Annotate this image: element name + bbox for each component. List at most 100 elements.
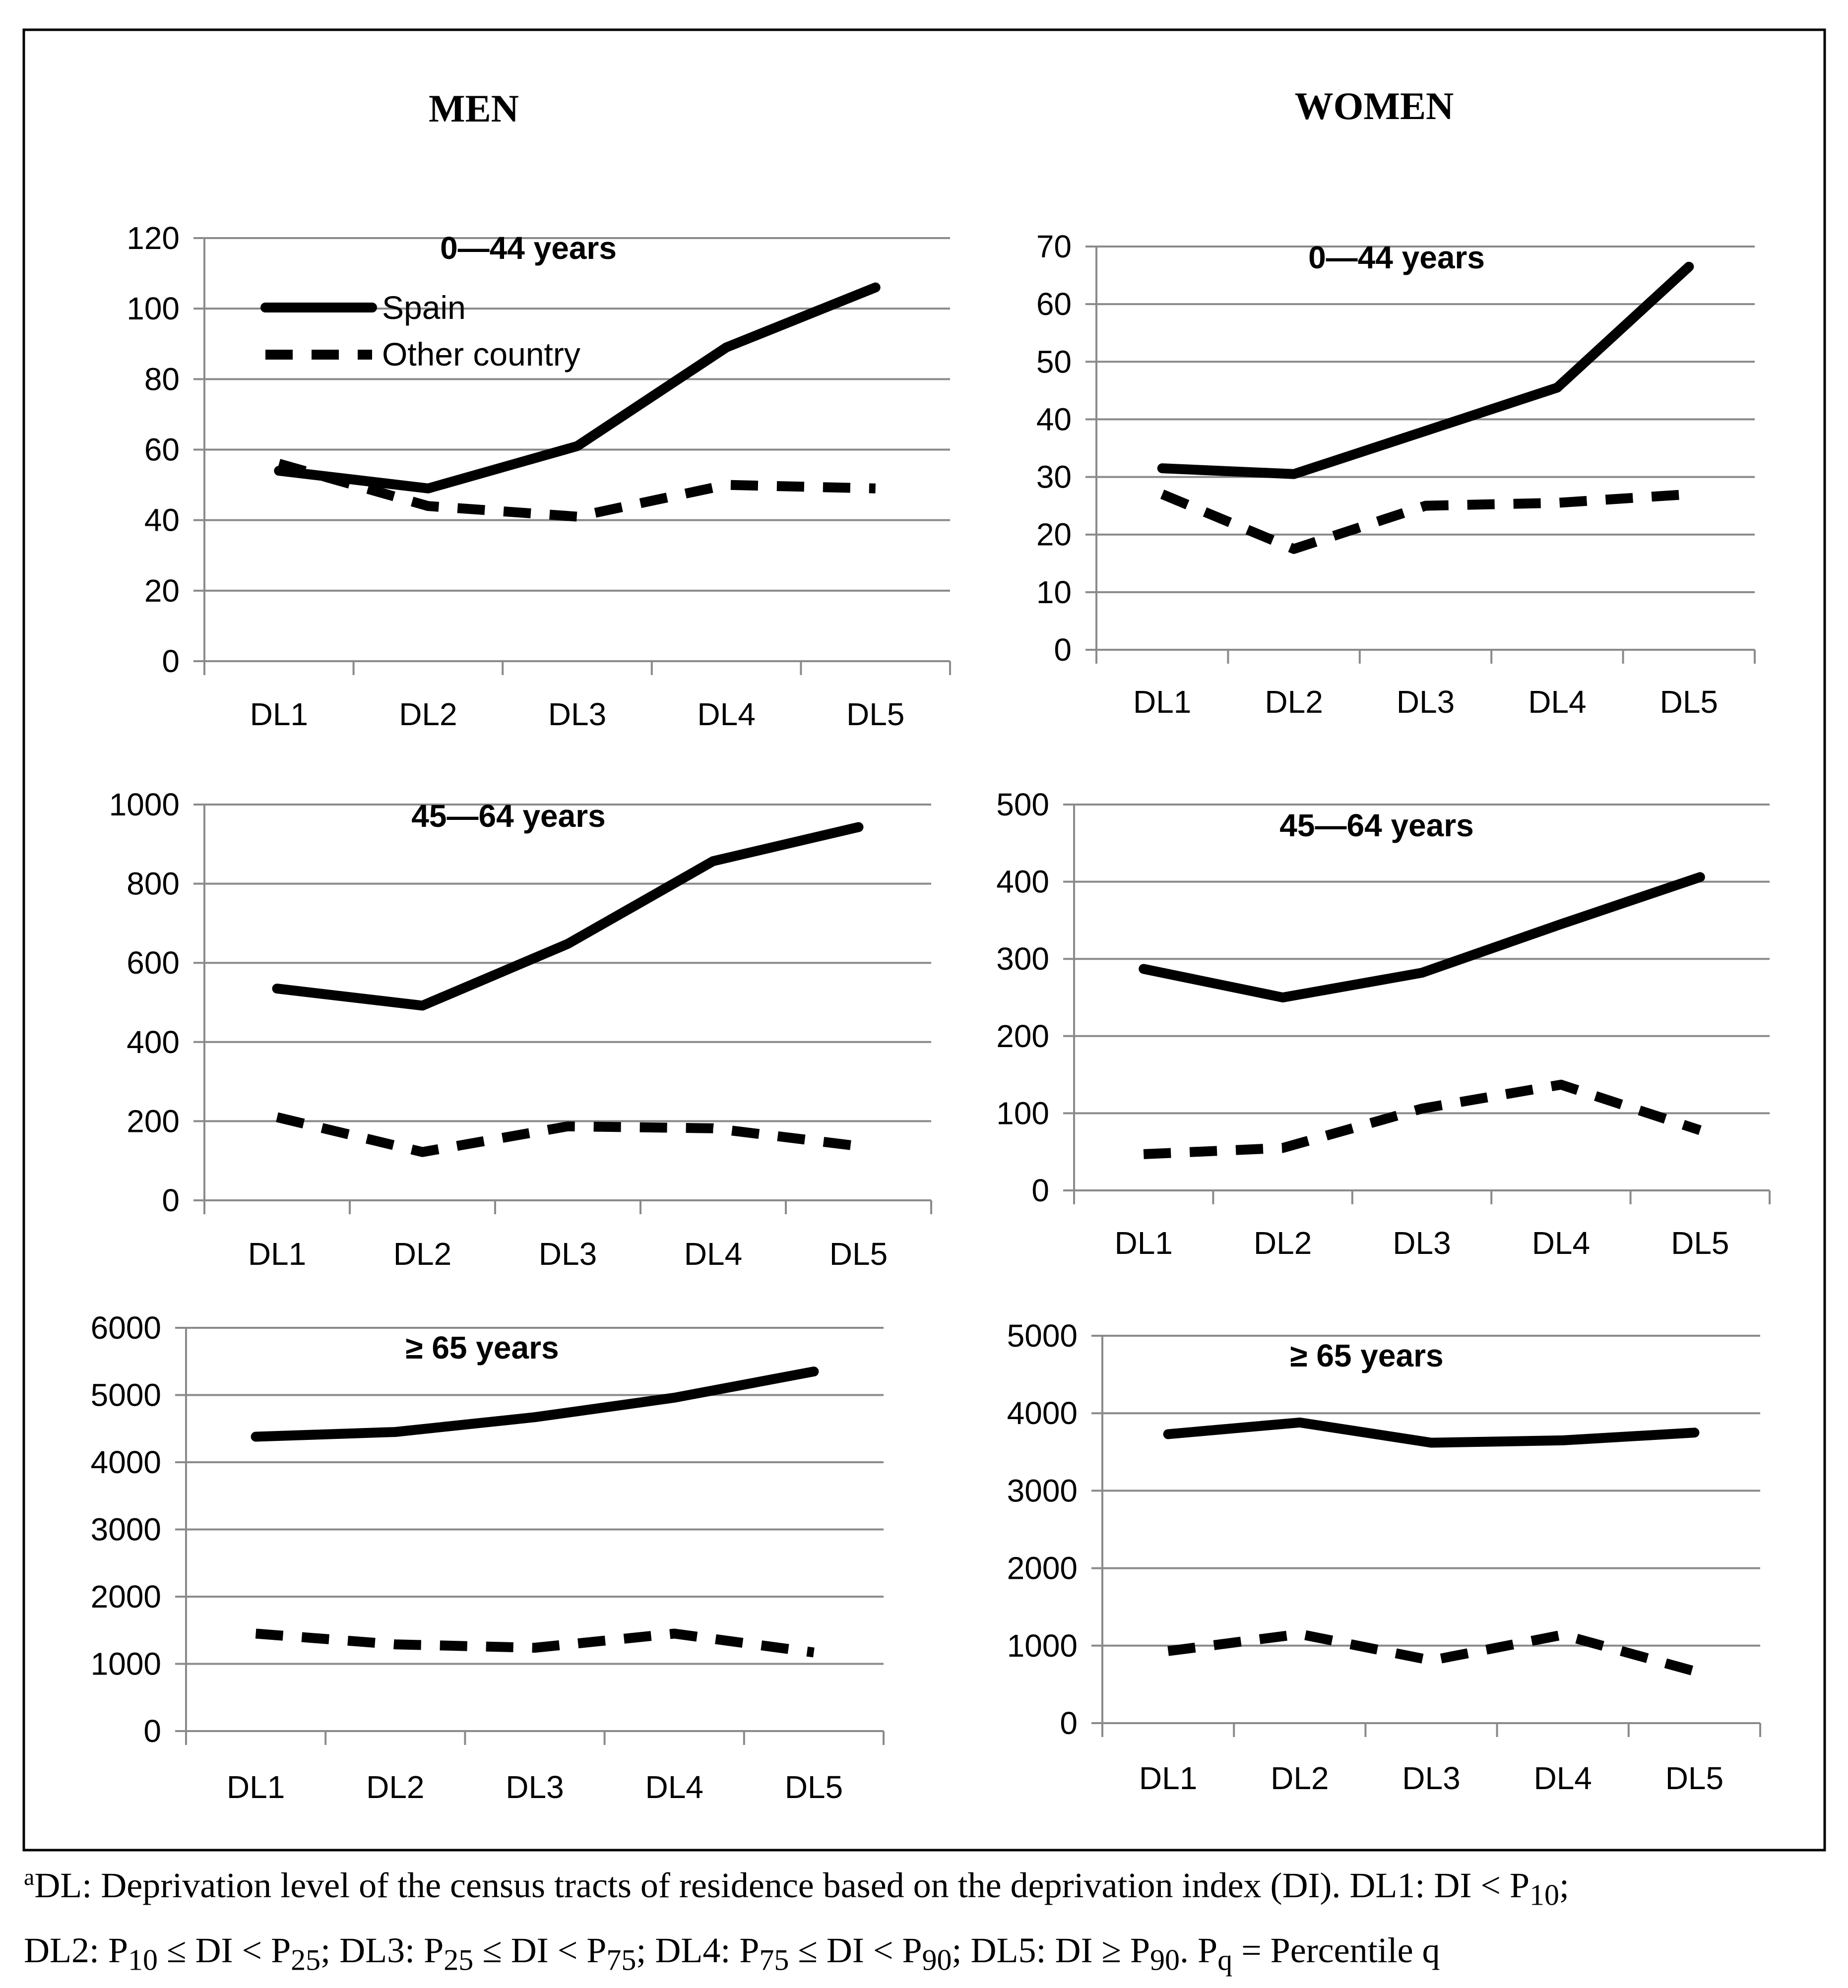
y-tick-label: 60 [144, 432, 180, 468]
x-tick-label: DL1 [248, 1236, 306, 1272]
chart-men-45-64: 0 200 400 600 800 1000 DL1 DL2 DL3 DL4 DL5 45—64 ye… [109, 787, 932, 1272]
y-tick-label: 1000 [109, 787, 180, 822]
x-tick-label: DL1 [1133, 684, 1191, 720]
chart-title: 0—44 years [1308, 240, 1485, 275]
chart-title: 45—64 years [1279, 808, 1473, 843]
y-tick-label: 10 [1036, 574, 1072, 610]
y-tick-label: 2000 [1007, 1551, 1078, 1586]
x-tick-label: DL4 [1533, 1760, 1592, 1796]
footnote-text: ; [1559, 1865, 1570, 1905]
footnote-line-2: DL2: P10 ≤ DI < P25; DL3: P25 ≤ DI < P75… [24, 1923, 1830, 1988]
x-tick-label: DL3 [548, 696, 606, 732]
y-tick-label: 1000 [91, 1646, 161, 1682]
chart-men-0-44: 0 20 40 60 80 100 120 DL1 DL2 DL3 DL4 DL5 0—44 years [127, 220, 951, 732]
y-tick-label: 60 [1036, 286, 1072, 322]
footnote-text: DL2: P [24, 1930, 128, 1971]
y-tick-label: 800 [127, 866, 180, 902]
y-tick-label: 50 [1036, 344, 1072, 379]
x-tick-label: DL4 [697, 696, 755, 732]
y-tick-label: 200 [127, 1103, 180, 1139]
x-tick-label: DL5 [1665, 1760, 1723, 1796]
x-tick-label: DL1 [1114, 1225, 1172, 1261]
y-tick-label: 120 [127, 220, 180, 256]
x-tick-label: DL3 [1402, 1760, 1460, 1796]
series-line-spain [1139, 872, 1705, 1002]
footnote-subscript: 75 [759, 1943, 789, 1977]
y-tick-label: 0 [1054, 632, 1072, 668]
y-tick-label: 5000 [1007, 1318, 1078, 1354]
chart-women-0-44: 0 10 20 30 40 50 60 70 DL1 DL2 DL3 DL4 DL5 0—44 years [1036, 229, 1756, 720]
y-tick-label: 4000 [91, 1444, 161, 1480]
series-line-spain [1163, 1417, 1700, 1448]
y-tick-label: 30 [1036, 459, 1072, 495]
x-tick-label: DL5 [785, 1769, 843, 1805]
series-line-spain [274, 282, 881, 494]
footnote-subscript: 90 [1150, 1943, 1180, 1977]
y-tick-label: 1000 [1007, 1628, 1078, 1664]
series-line-spain [272, 822, 864, 1011]
x-tick-label: DL5 [846, 696, 904, 732]
legend-spain-label: Spain [382, 289, 466, 326]
x-tick-label: DL3 [539, 1236, 597, 1272]
chart-title: ≥ 65 years [405, 1330, 559, 1366]
series-line-other-country [1143, 1079, 1702, 1159]
y-tick-label: 200 [996, 1018, 1049, 1054]
footnote-text: ; DL4: P [636, 1930, 760, 1971]
women-header: WOMEN [1295, 84, 1454, 127]
y-tick-label: 400 [127, 1024, 180, 1060]
y-tick-label: 40 [1036, 401, 1072, 437]
y-tick-label: 0 [162, 1182, 180, 1218]
footnote: aDL: Deprivation level of the census tra… [24, 1858, 1830, 1988]
y-tick-label: 100 [996, 1095, 1049, 1131]
y-tick-label: 400 [996, 864, 1049, 900]
y-tick-label: 80 [144, 361, 180, 397]
y-tick-label: 70 [1036, 229, 1072, 264]
x-tick-label: DL2 [399, 696, 457, 732]
footnote-text: . P [1180, 1930, 1218, 1971]
x-tick-label: DL3 [1397, 684, 1455, 720]
x-tick-label: DL4 [645, 1769, 703, 1805]
footnote-subscript: 10 [128, 1943, 158, 1977]
x-tick-label: DL4 [684, 1236, 742, 1272]
figure-frame [22, 28, 1826, 1852]
series-line-spain [1157, 261, 1694, 479]
x-tick-label: DL5 [829, 1236, 888, 1272]
y-tick-label: 4000 [1007, 1395, 1078, 1431]
footnote-subscript: 90 [922, 1943, 952, 1977]
x-tick-label: DL4 [1532, 1225, 1590, 1261]
chart-women-65: 0 1000 2000 3000 4000 5000 DL1 DL2 DL3 DL4 DL5 ≥ 65… [1007, 1318, 1761, 1796]
x-tick-label: DL2 [393, 1236, 451, 1272]
x-tick-label: DL4 [1528, 684, 1586, 720]
footnote-subscript: 25 [444, 1943, 474, 1977]
chart-title: 45—64 years [411, 798, 605, 834]
x-tick-label: DL2 [366, 1769, 424, 1805]
x-tick-label: DL3 [1393, 1225, 1451, 1261]
y-tick-label: 600 [127, 945, 180, 981]
footnote-text: = Percentile q [1232, 1930, 1440, 1971]
footnote-text: ; DL5: DI ≥ P [952, 1930, 1150, 1971]
chart-women-45-64: 0 100 200 300 400 500 DL1 DL2 DL3 DL4 DL5 45—64 yea… [996, 787, 1771, 1261]
x-tick-label: DL2 [1265, 684, 1323, 720]
footnote-subscript: q [1217, 1943, 1233, 1977]
legend-other-country-label: Other country [382, 336, 580, 373]
y-tick-label: 500 [996, 787, 1049, 822]
x-tick-label: DL2 [1271, 1760, 1329, 1796]
y-tick-label: 0 [1060, 1705, 1078, 1741]
x-tick-label: DL3 [506, 1769, 564, 1805]
chart-men-65: 0 1000 2000 3000 4000 5000 6000 DL1 DL2 DL3 DL4 DL5… [91, 1310, 885, 1805]
x-tick-label: DL5 [1671, 1225, 1729, 1261]
y-tick-label: 0 [1031, 1173, 1049, 1208]
footnote-subscript: 10 [1529, 1878, 1560, 1912]
x-tick-label: DL2 [1254, 1225, 1312, 1261]
series-line-other-country [1160, 489, 1689, 554]
x-tick-label: DL1 [227, 1769, 285, 1805]
y-tick-label: 0 [162, 643, 180, 679]
series-line-other-country [276, 1112, 859, 1157]
y-tick-label: 300 [996, 941, 1049, 977]
chart-title: 0—44 years [440, 230, 617, 266]
footnote-text: ≤ DI < P [789, 1930, 922, 1971]
x-tick-label: DL1 [250, 696, 308, 732]
y-tick-label: 3000 [1007, 1473, 1078, 1508]
